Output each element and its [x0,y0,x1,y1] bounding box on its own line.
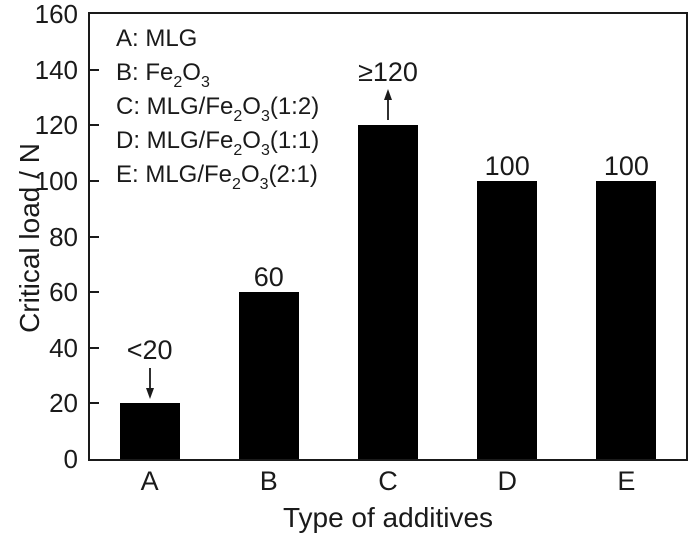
legend-text: O [182,59,201,86]
legend-item-A: A: MLG [116,22,319,56]
legend-text: (1:2) [269,93,320,120]
bar-value-label-C: ≥120 [358,57,418,88]
y-tick-mark [90,346,99,349]
y-tick-mark [90,291,99,294]
bar-B [238,292,299,459]
legend-subscript: 2 [233,108,243,125]
legend-text: C: MLG/Fe [116,93,234,120]
legend-text: D: MLG/Fe [116,127,234,154]
bar-E [596,180,657,459]
y-tick-mark [90,124,99,127]
legend-text: (1:1) [269,127,320,154]
x-tick-label-B: B [259,466,278,496]
y-tick-label: 0 [63,444,78,474]
y-tick-label: 20 [49,388,78,419]
y-tick-label: 120 [34,110,78,141]
x-tick-label-D: D [497,466,517,496]
legend-subscript: 3 [200,74,210,91]
legend-subscript: 2 [173,74,183,91]
bar-value-label-D: 100 [484,150,530,181]
legend: A: MLG B: Fe2O3 C: MLG/Fe2O3(1:2) D: MLG/Fe… [116,22,320,193]
legend-text: O [240,161,260,188]
x-tick-label-A: A [140,466,159,496]
legend-subscript: 3 [260,142,270,159]
bar-value-label-E: 100 [603,150,649,181]
bar-C [358,125,418,459]
y-tick-label: 100 [34,165,78,196]
y-tick-label: 140 [34,54,78,85]
bar-D [477,180,538,459]
legend-text: E: MLG/Fe [116,161,233,188]
legend-item-E: E: MLG/Fe2O3(2:1) [116,158,319,193]
legend-text: (2:1) [268,161,318,188]
legend-item-B: B: Fe2O3 [116,56,319,91]
down-arrow-icon [142,367,158,404]
legend-subscript: 2 [232,176,241,193]
legend-text: B: Fe [116,59,174,86]
y-tick-label: 80 [49,221,78,252]
y-tick-mark [90,179,99,182]
legend-text: A: MLG [116,25,198,52]
legend-item-D: D: MLG/Fe2O3(1:1) [116,124,320,159]
legend-subscript: 3 [260,108,270,125]
y-tick-label: 40 [49,332,78,363]
y-tick-mark [90,402,99,405]
y-tick-mark [90,235,99,238]
legend-item-C: C: MLG/Fe2O3(1:2) [116,90,320,125]
legend-text: O [242,93,261,120]
x-axis-title: Type of additives [282,502,494,533]
up-arrow-icon [380,89,396,126]
y-tick-label: 60 [49,277,78,308]
bar-value-label-B: 60 [253,262,284,293]
bar-value-label-A: <20 [126,335,173,366]
x-tick-label-E: E [617,466,636,496]
legend-subscript: 2 [233,142,243,159]
y-tick-mark [90,68,99,71]
bar-A [119,403,180,459]
legend-text: O [242,127,261,154]
legend-subscript: 3 [259,176,269,193]
plot-area: A: MLG B: Fe2O3 C: MLG/Fe2O3(1:2) D: MLG/Fe… [88,12,688,461]
y-tick-label: 160 [34,0,78,29]
x-tick-label-C: C [378,466,398,496]
